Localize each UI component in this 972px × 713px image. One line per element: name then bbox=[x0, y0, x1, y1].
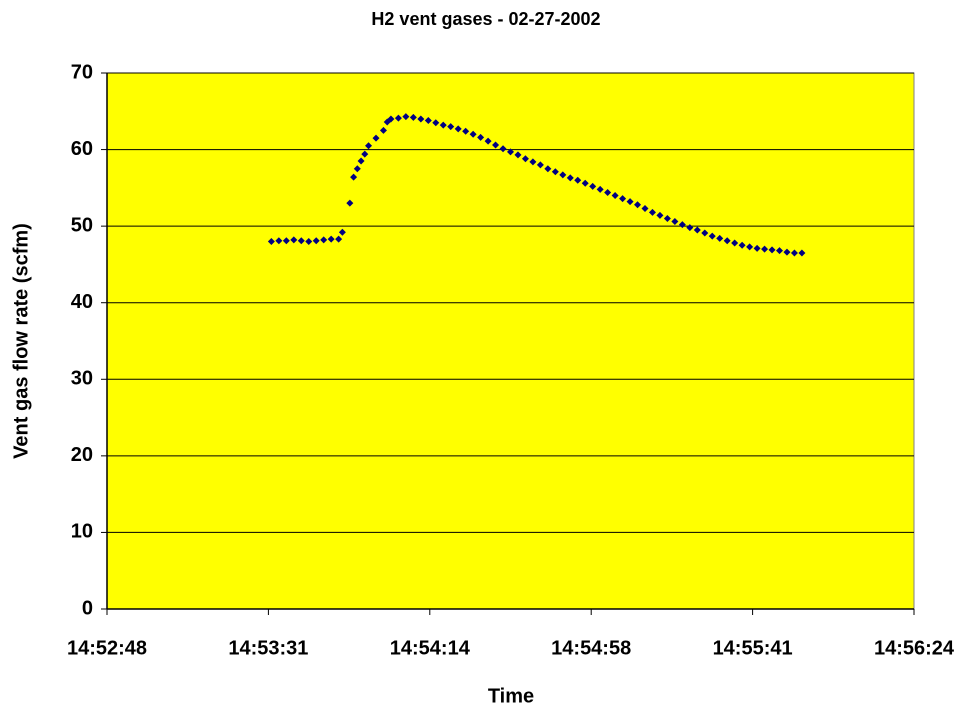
marker bbox=[768, 246, 776, 254]
plot-area bbox=[106, 72, 915, 610]
marker bbox=[678, 221, 686, 229]
marker bbox=[656, 211, 664, 219]
y-tick-label: 0 bbox=[82, 597, 93, 619]
marker bbox=[783, 248, 791, 256]
marker bbox=[738, 241, 746, 249]
marker bbox=[424, 116, 432, 124]
marker bbox=[693, 226, 701, 234]
marker bbox=[611, 192, 619, 200]
marker bbox=[402, 113, 410, 121]
marker bbox=[290, 236, 298, 244]
marker bbox=[267, 237, 275, 245]
marker bbox=[357, 157, 365, 165]
marker bbox=[394, 114, 402, 122]
marker bbox=[544, 165, 552, 173]
marker bbox=[432, 119, 440, 127]
x-tick-label: 14:56:24 bbox=[874, 637, 955, 659]
marker bbox=[581, 179, 589, 187]
y-tick-label: 60 bbox=[71, 138, 93, 160]
marker bbox=[596, 185, 604, 193]
x-tick-label: 14:54:58 bbox=[551, 637, 631, 659]
y-axis-title: Vent gas flow rate (scfm) bbox=[10, 223, 32, 459]
marker bbox=[507, 148, 514, 156]
marker bbox=[663, 214, 671, 222]
marker bbox=[701, 229, 709, 237]
marker bbox=[536, 161, 544, 169]
marker bbox=[574, 176, 582, 184]
marker bbox=[551, 168, 559, 176]
marker bbox=[335, 235, 343, 243]
marker bbox=[634, 201, 642, 209]
marker bbox=[648, 208, 656, 216]
chart-title: H2 vent gases - 02-27-2002 bbox=[371, 9, 600, 29]
marker bbox=[439, 121, 447, 129]
marker bbox=[350, 173, 358, 181]
marker bbox=[798, 249, 806, 257]
marker bbox=[469, 130, 477, 138]
marker bbox=[365, 142, 373, 150]
x-tick-label: 14:53:31 bbox=[228, 637, 308, 659]
marker bbox=[305, 237, 313, 245]
marker bbox=[641, 205, 649, 213]
marker bbox=[708, 232, 716, 240]
marker bbox=[626, 198, 634, 206]
marker bbox=[521, 155, 529, 163]
marker bbox=[716, 234, 724, 242]
y-tick-label: 20 bbox=[71, 444, 93, 466]
marker bbox=[671, 218, 679, 226]
marker bbox=[619, 195, 627, 203]
marker bbox=[746, 243, 754, 251]
y-tick-label: 50 bbox=[71, 214, 93, 236]
marker bbox=[686, 224, 694, 232]
marker bbox=[731, 239, 739, 247]
marker bbox=[454, 125, 462, 133]
marker bbox=[346, 199, 354, 207]
marker bbox=[477, 133, 485, 141]
marker bbox=[776, 247, 783, 255]
marker bbox=[297, 237, 305, 245]
marker bbox=[361, 150, 369, 158]
y-tick-label: 70 bbox=[71, 61, 93, 83]
marker bbox=[529, 158, 537, 166]
marker bbox=[484, 137, 492, 145]
y-tick-label: 40 bbox=[71, 291, 93, 313]
marker bbox=[353, 165, 361, 173]
marker bbox=[447, 123, 455, 131]
marker bbox=[566, 174, 574, 182]
marker bbox=[753, 244, 761, 252]
y-tick-label: 10 bbox=[71, 521, 93, 543]
marker bbox=[312, 237, 320, 245]
marker bbox=[492, 141, 500, 149]
marker bbox=[790, 249, 798, 257]
marker bbox=[499, 145, 507, 153]
marker bbox=[387, 115, 395, 123]
marker bbox=[417, 115, 425, 123]
marker bbox=[379, 126, 387, 134]
y-tick-label: 30 bbox=[71, 368, 93, 390]
marker bbox=[604, 188, 612, 196]
x-tick-label: 14:55:41 bbox=[713, 637, 793, 659]
x-axis-title: Time bbox=[488, 685, 534, 707]
marker bbox=[275, 237, 283, 245]
marker bbox=[462, 127, 470, 135]
x-tick-label: 14:52:48 bbox=[67, 637, 147, 659]
marker bbox=[338, 228, 346, 236]
marker bbox=[327, 235, 335, 243]
marker bbox=[409, 113, 417, 121]
marker bbox=[723, 237, 731, 245]
marker bbox=[514, 151, 522, 159]
x-tick-label: 14:54:14 bbox=[390, 637, 471, 659]
marker bbox=[372, 134, 380, 142]
marker bbox=[282, 237, 290, 245]
marker bbox=[559, 171, 567, 179]
marker bbox=[589, 182, 597, 190]
marker bbox=[320, 236, 328, 244]
marker bbox=[761, 245, 769, 253]
